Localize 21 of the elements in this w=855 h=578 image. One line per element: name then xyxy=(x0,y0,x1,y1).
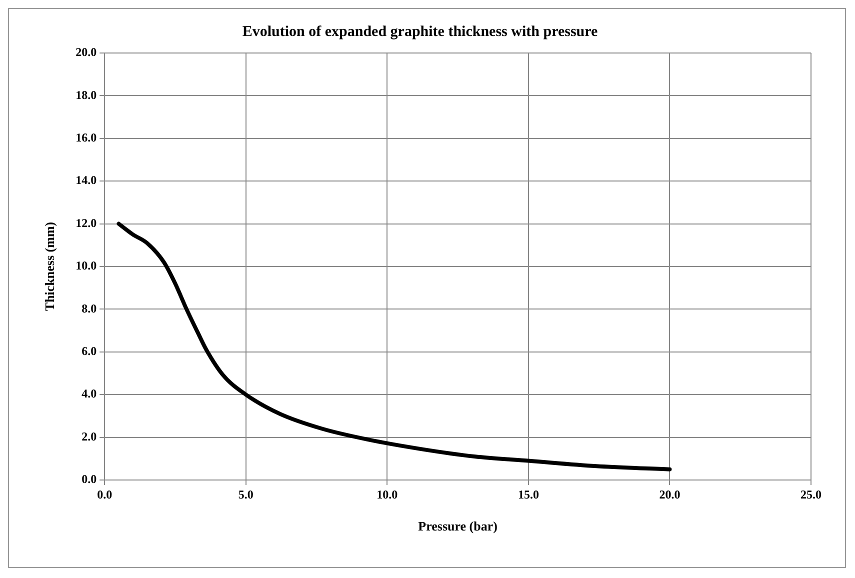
x-tick-label: 10.0 xyxy=(376,487,398,502)
y-tick-label: 10.0 xyxy=(76,258,97,273)
x-tick-label: 0.0 xyxy=(97,487,112,502)
y-tick-label: 6.0 xyxy=(82,344,97,358)
y-axis-title: Thickness (mm) xyxy=(42,222,58,312)
y-tick-label: 16.0 xyxy=(76,130,97,144)
x-tick-label: 25.0 xyxy=(800,487,822,502)
x-tick-label: 20.0 xyxy=(659,487,680,502)
chart-title: Evolution of expanded graphite thickness with pressure xyxy=(242,24,598,40)
y-tick-label: 0.0 xyxy=(82,472,97,486)
x-axis-title: Pressure (bar) xyxy=(418,518,498,534)
line-series xyxy=(116,222,672,472)
y-tick-label: 12.0 xyxy=(76,216,97,230)
x-tick-label: 5.0 xyxy=(238,487,254,502)
y-tick-label: 8.0 xyxy=(82,301,97,316)
y-tick-label: 20.0 xyxy=(76,45,97,60)
x-tick-label: 15.0 xyxy=(518,487,539,502)
y-tick-label: 4.0 xyxy=(82,386,97,401)
y-tick-label: 2.0 xyxy=(82,429,97,444)
y-tick-label: 18.0 xyxy=(76,88,97,102)
y-tick-label: 14.0 xyxy=(76,173,97,188)
